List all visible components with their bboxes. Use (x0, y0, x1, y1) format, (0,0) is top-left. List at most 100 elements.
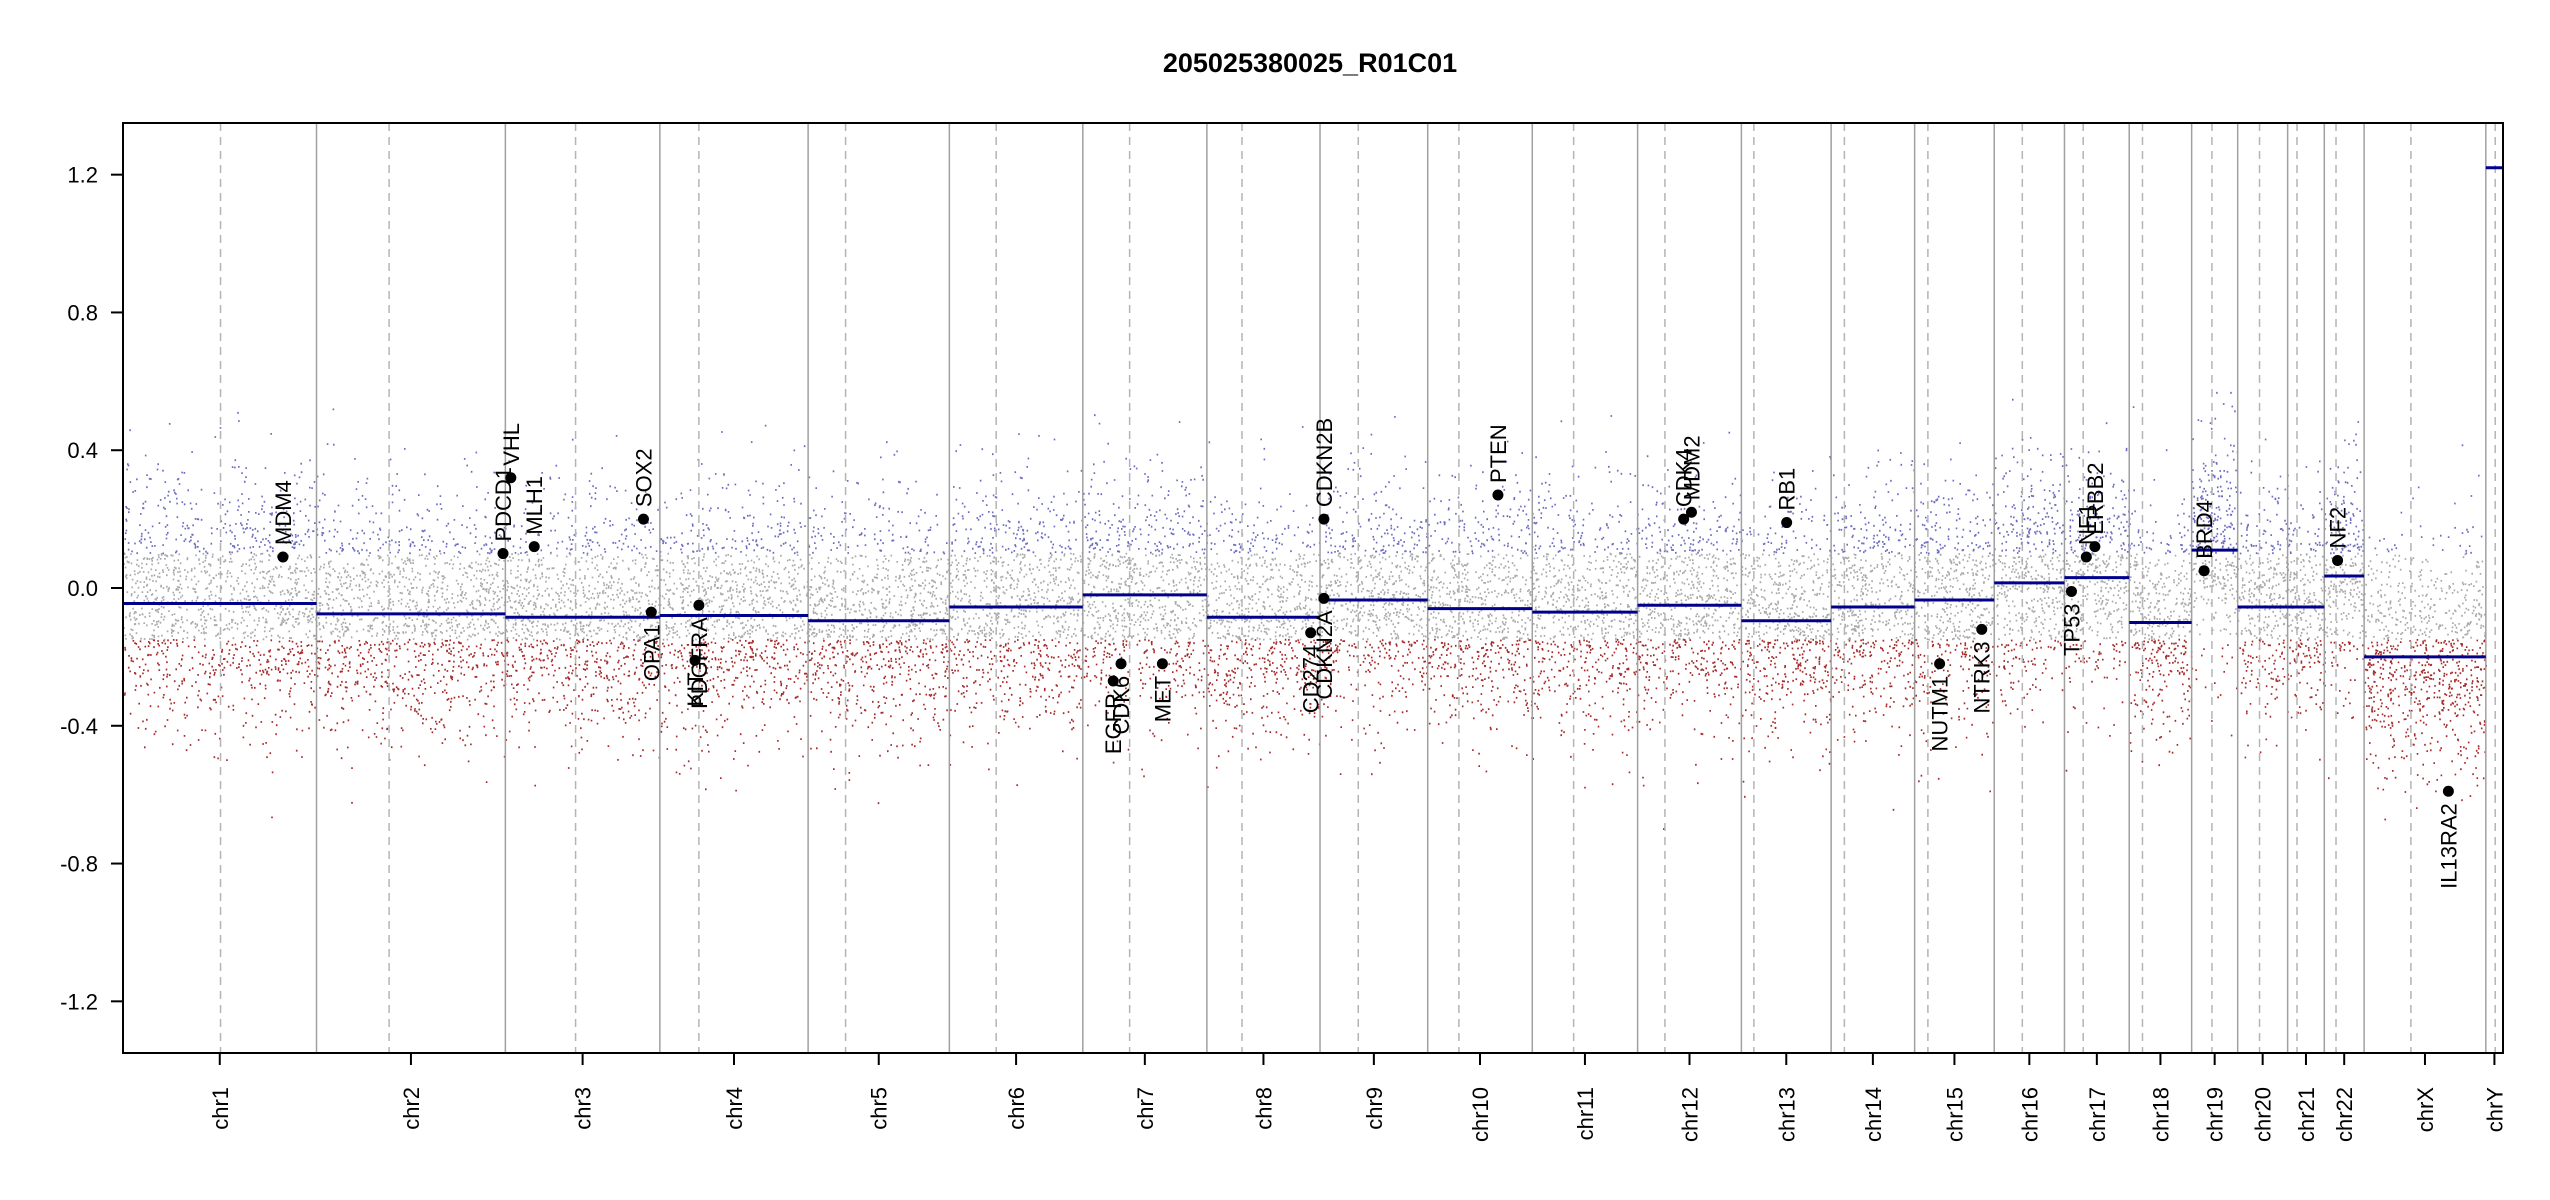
gain-probe-points (2129, 406, 2192, 555)
loss-probe-points (1427, 638, 1534, 773)
gene-label-ntrk3: NTRK3 (1970, 641, 1995, 713)
loss-probe-points (1320, 639, 1429, 776)
y-tick-label: -0.8 (60, 852, 98, 877)
neutral-probe-points (1741, 553, 1833, 640)
gain-probe-points (1742, 456, 1832, 554)
gain-probe-points (1533, 415, 1639, 555)
x-tick-label-chrY: chrY (2482, 1087, 2507, 1133)
neutral-probe-points (505, 552, 662, 641)
gene-marker-cdk6 (1115, 658, 1127, 670)
x-tick-label-chr4: chr4 (722, 1087, 747, 1130)
gene-label-mdm4: MDM4 (271, 480, 296, 545)
loss-probe-points (660, 638, 810, 792)
gene-label-cdk6: CDK6 (1109, 676, 1134, 735)
gene-marker-brd4 (2198, 565, 2210, 577)
loss-probe-points (2287, 638, 2326, 761)
x-tick-label-chr12: chr12 (1678, 1087, 1703, 1142)
gene-label-erbb2: ERBB2 (2083, 463, 2108, 535)
gene-label-pten: PTEN (1486, 424, 1511, 483)
gene-marker-sox2 (637, 513, 649, 525)
gain-probe-points (2324, 421, 2365, 555)
loss-probe-points (2065, 640, 2127, 772)
gain-probe-points (316, 408, 507, 555)
x-tick-label-chr21: chr21 (2294, 1087, 2319, 1142)
gene-label-vhl: VHL (499, 423, 524, 466)
gain-probe-points (2064, 422, 2131, 555)
neutral-probe-points (2238, 552, 2290, 641)
neutral-probe-points (1083, 552, 1209, 641)
gene-marker-mdm2 (1685, 506, 1697, 518)
neutral-probe-points (123, 552, 318, 641)
chart-title: 205025380025_R01C01 (1163, 48, 1457, 78)
gene-marker-cdk4 (1678, 513, 1690, 525)
gene-marker-nutm1 (1934, 658, 1946, 670)
gene-marker-mlh1 (528, 541, 540, 553)
x-tick-label-chr20: chr20 (2251, 1087, 2276, 1142)
x-tick-label-chr1: chr1 (208, 1087, 233, 1130)
gene-marker-cdkn2a (1318, 592, 1330, 604)
x-tick-label-chr9: chr9 (1362, 1087, 1387, 1130)
gene-label-egfr: EGFR (1101, 693, 1126, 754)
gene-marker-cdkn2b (1318, 513, 1330, 525)
chromosome-boundaries (219, 123, 2496, 1053)
neutral-probe-points (660, 552, 810, 641)
loss-probe-points (123, 639, 318, 819)
gain-probe-points (1208, 426, 1321, 554)
gene-label-sox2: SOX2 (631, 448, 656, 507)
gene-label-cdkn2b: CDKN2B (1312, 418, 1337, 507)
x-tick-label-chr19: chr19 (2203, 1087, 2228, 1142)
gene-label-cdk4: CDK4 (1672, 448, 1697, 507)
y-tick-label: 0.0 (67, 576, 98, 601)
gain-probe-points (2239, 438, 2289, 555)
gene-marker-pdgfra (693, 599, 705, 611)
loss-probe-points (808, 638, 951, 805)
gene-label-mdm2: MDM2 (1679, 435, 1704, 500)
probe-points (123, 391, 2487, 830)
neutral-probe-points (949, 552, 1085, 641)
gene-markers: MDM4PDCD1VHLMLH1SOX2OPA1PDGFRAKITEGFRCDK… (271, 418, 2461, 889)
gain-probe-points (2287, 460, 2326, 554)
loss-probe-points (1915, 639, 1995, 793)
gene-label-nf1: NF1 (2074, 503, 2099, 545)
x-tick-label-chr11: chr11 (1573, 1087, 1598, 1140)
x-tick-label-chrX: chrX (2413, 1087, 2438, 1133)
gene-marker-egfr (1107, 675, 1119, 687)
gene-label-nutm1: NUTM1 (1928, 676, 1953, 752)
x-tick-label-chr5: chr5 (867, 1087, 892, 1130)
gene-marker-pdcd1 (497, 548, 509, 560)
gain-probe-points (1637, 431, 1743, 554)
loss-probe-points (2129, 638, 2194, 767)
gain-probe-points (808, 441, 948, 555)
gene-marker-ntrk3 (1976, 623, 1988, 635)
gain-probe-points (2368, 444, 2483, 555)
x-tick-label-chr10: chr10 (1468, 1087, 1493, 1142)
loss-probe-points (2328, 641, 2365, 780)
x-tick-label-chr8: chr8 (1251, 1087, 1276, 1130)
loss-probe-points (2195, 644, 2238, 737)
loss-probe-points (2364, 639, 2487, 821)
neutral-probe-points (2129, 552, 2193, 641)
x-tick-label-chr22: chr22 (2332, 1087, 2357, 1142)
gene-label-mlh1: MLH1 (522, 476, 547, 535)
gain-probe-points (1833, 449, 1916, 555)
loss-probe-points (505, 638, 661, 787)
loss-probe-points (1832, 638, 1917, 811)
x-tick-label-chr18: chr18 (2148, 1087, 2173, 1142)
neutral-probe-points (808, 553, 951, 641)
gain-probe-points (1428, 435, 1534, 555)
neutral-probe-points (1637, 552, 1743, 641)
neutral-probe-points (2364, 553, 2487, 640)
loss-probe-points (949, 638, 1084, 786)
gain-probe-points (2191, 391, 2239, 555)
gain-probe-points (1082, 414, 1209, 555)
gene-marker-erbb2 (2089, 541, 2101, 553)
x-axis: chr1 chr2 chr3 chr4 chr5 chr6 chr7 chr8 chr9 chr1… (208, 1053, 2507, 1142)
x-tick-label-chr7: chr7 (1133, 1087, 1158, 1130)
gain-probe-points (951, 433, 1084, 555)
x-tick-label-chr3: chr3 (571, 1087, 596, 1130)
neutral-probe-points (317, 552, 507, 641)
y-axis: 1.2 0.8 0.4 0.0 -0.4 -0.8 -1.2 (60, 163, 123, 1014)
neutral-probe-points (1914, 553, 1996, 641)
gene-label-met: MET (1150, 676, 1175, 722)
